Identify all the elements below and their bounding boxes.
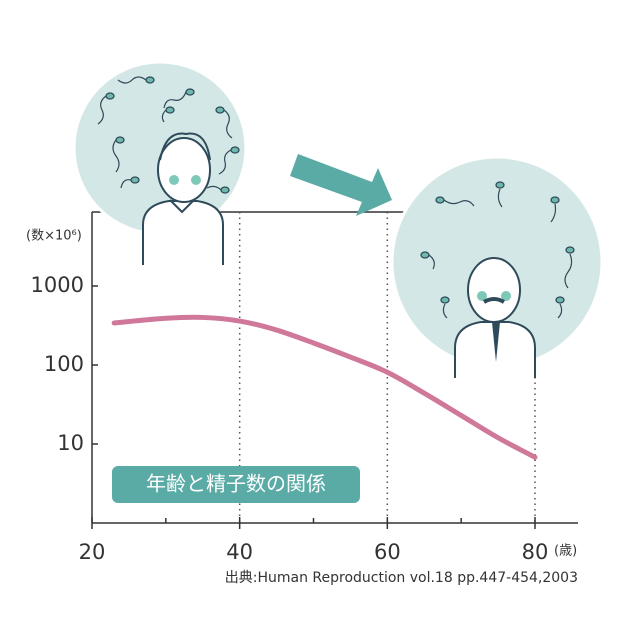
y-tick-label: 10 xyxy=(57,431,84,455)
x-tick-label: 20 xyxy=(79,540,106,564)
annotation-box xyxy=(112,466,360,503)
y-tick-label: 1000 xyxy=(31,273,84,297)
source: 出典:Human Reproduction vol.18 pp.447-454,… xyxy=(225,570,578,586)
data-line xyxy=(111,314,538,460)
x-tick-label: 40 xyxy=(226,540,253,564)
x-tick-label: 60 xyxy=(374,540,401,564)
illustration-young xyxy=(72,60,248,265)
illustration-old xyxy=(390,155,604,378)
annotation: 年齢と精子数の関係 xyxy=(146,472,326,496)
x-tick-label: 80 xyxy=(522,540,549,564)
y-tick-label: 100 xyxy=(44,352,84,376)
x-axis-unit: (歳) xyxy=(554,544,577,559)
arrow xyxy=(290,154,392,216)
y-axis-label: (数×10⁶) xyxy=(26,229,82,244)
